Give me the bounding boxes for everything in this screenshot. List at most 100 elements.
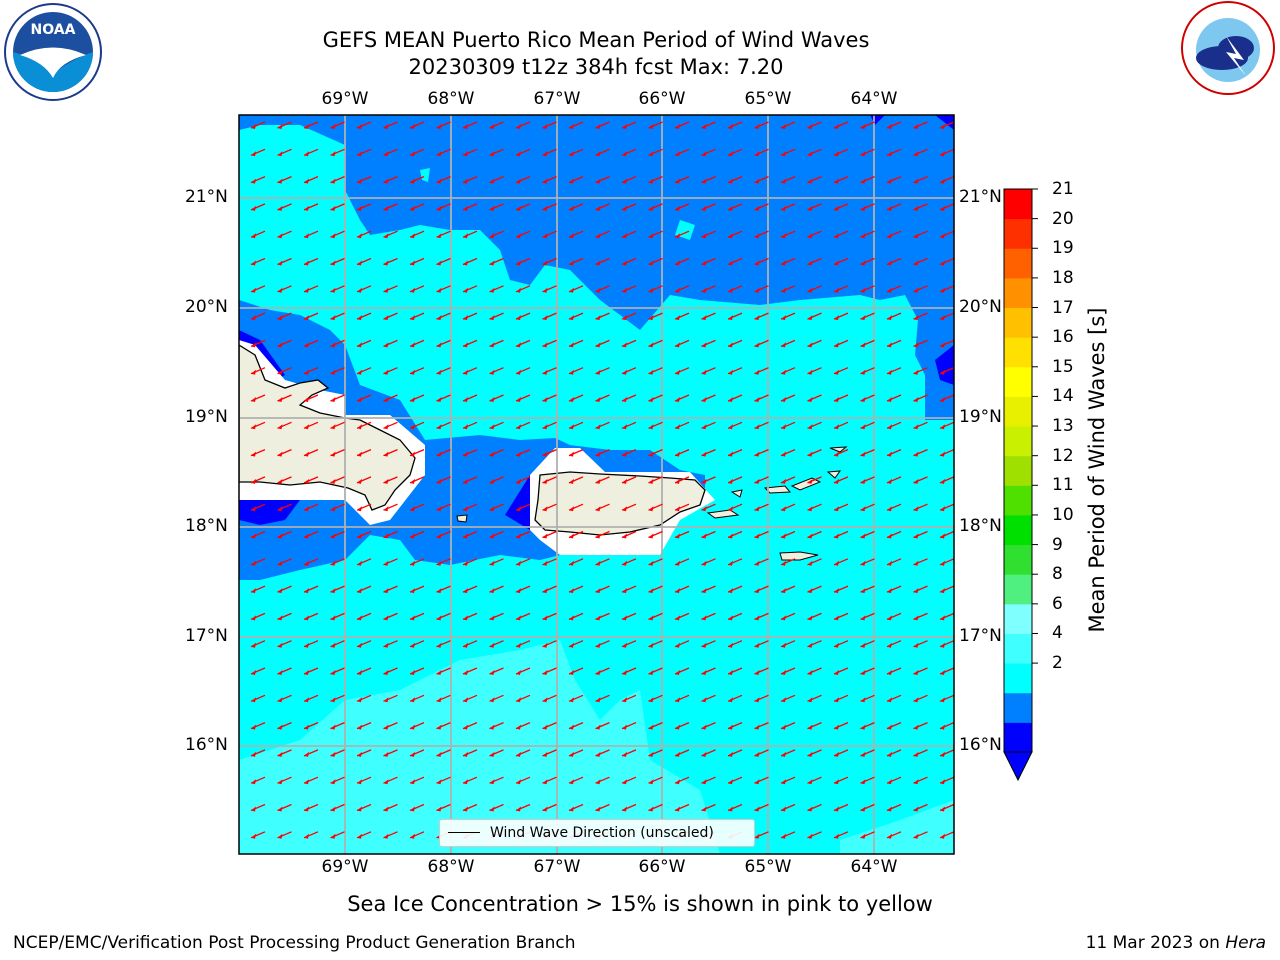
wind-wave-arrowhead [330, 506, 336, 512]
colorbar-tick-label: 8 [1052, 564, 1063, 585]
wind-wave-arrowhead [357, 424, 362, 430]
wind-wave-arrowhead [383, 451, 389, 457]
wind-wave-arrowhead [251, 751, 256, 757]
wind-wave-arrowhead [542, 670, 548, 675]
wind-wave-arrowhead [887, 315, 892, 321]
wind-wave-arrowhead [277, 233, 283, 239]
wind-wave-arrowhead [569, 178, 574, 184]
wind-wave-arrowhead [595, 533, 601, 539]
wind-wave-arrowhead [648, 697, 654, 703]
wind-wave-arrowhead [807, 806, 813, 812]
wind-wave-arrowhead [701, 670, 707, 675]
wind-wave-arrowhead [410, 178, 415, 184]
wind-wave-arrowhead [542, 560, 548, 566]
wind-wave-arrowhead [834, 533, 839, 539]
wind-wave-arrowhead [569, 342, 574, 348]
wind-wave-arrowhead [940, 424, 945, 430]
wind-wave-arrowhead [834, 751, 839, 757]
wind-wave-arrowhead [807, 397, 813, 402]
wind-wave-arrowhead [913, 260, 919, 266]
wind-wave-arrowhead [781, 233, 786, 239]
wind-wave-arrowhead [251, 833, 256, 839]
wind-wave-arrowhead [304, 724, 309, 730]
wind-wave-arrowhead [834, 833, 839, 839]
wind-wave-arrowhead [489, 806, 495, 812]
colorbar-segment [1004, 277, 1032, 309]
wind-wave-arrowhead [807, 151, 813, 157]
wind-wave-arrowhead [701, 151, 707, 157]
wind-wave-arrowhead [940, 642, 945, 648]
wind-wave-arrowhead [834, 478, 839, 484]
wind-wave-arrowhead [489, 588, 495, 594]
colorbar-segment [1004, 307, 1032, 338]
wind-wave-arrowhead [489, 751, 495, 757]
wind-wave-arrowhead [463, 342, 468, 348]
wind-wave-arrowhead [595, 478, 601, 484]
lon-label-top-66w: 66°W [638, 89, 686, 109]
wind-wave-arrowhead [781, 806, 786, 812]
wind-wave-arrowhead [304, 424, 309, 430]
wind-wave-arrowhead [251, 560, 256, 566]
wind-wave-arrowhead [304, 833, 309, 839]
wind-wave-arrowhead [542, 178, 548, 184]
wind-wave-arrowhead [251, 315, 256, 321]
wind-wave-arrowhead [754, 451, 760, 457]
wind-wave-arrowhead [781, 833, 786, 839]
wind-wave-arrowhead [569, 642, 574, 648]
land-st-croix [779, 551, 819, 561]
wind-wave-arrowhead [463, 506, 468, 512]
wind-wave-arrowhead [463, 260, 468, 266]
wind-wave-arrowhead [277, 615, 283, 621]
lat-label-right-21n: 21°N [959, 187, 1002, 207]
noaa-logo-text: NOAA [31, 22, 76, 38]
wind-wave-arrowhead [754, 724, 760, 730]
wind-wave-arrowhead [781, 178, 786, 184]
wind-wave-arrowhead [701, 233, 707, 239]
lon-label-top-65w: 65°W [744, 89, 792, 109]
wind-wave-arrowhead [330, 588, 336, 594]
wind-wave-arrowhead [330, 233, 336, 239]
wind-wave-arrowhead [860, 260, 866, 266]
wind-wave-arrowhead [410, 588, 415, 594]
wind-wave-arrowhead [251, 124, 256, 129]
wind-wave-arrowhead [913, 615, 919, 621]
wind-wave-arrowhead [754, 751, 760, 757]
wind-wave-arrowhead [542, 287, 548, 293]
wind-wave-arrowhead [807, 205, 813, 211]
wind-wave-arrowhead [648, 724, 654, 730]
wind-wave-arrowhead [277, 506, 283, 512]
wind-wave-arrowhead [436, 151, 442, 157]
wind-wave-arrowhead [330, 751, 336, 757]
wind-wave-arrowhead [251, 588, 256, 594]
wind-wave-arrowhead [860, 560, 866, 566]
wind-wave-arrowhead [860, 205, 866, 211]
wind-wave-arrowhead [357, 124, 362, 129]
wind-wave-arrowhead [463, 424, 468, 430]
wind-wave-arrowhead [728, 779, 733, 785]
colorbar-segment [1004, 189, 1032, 220]
wind-wave-arrowhead [887, 588, 892, 594]
wind-wave-arrowhead [728, 451, 733, 457]
wind-wave-arrowhead [410, 533, 415, 539]
wind-wave-arrowhead [410, 124, 415, 129]
wind-wave-arrowhead [410, 151, 415, 157]
wind-wave-arrowhead [304, 151, 309, 157]
wind-wave-arrowhead [887, 233, 892, 239]
wind-wave-arrowhead [940, 342, 945, 348]
wind-wave-arrowhead [648, 533, 654, 539]
wind-wave-arrowhead [648, 342, 654, 348]
wind-wave-arrowhead [304, 260, 309, 266]
land-vieques [706, 509, 740, 519]
wind-wave-arrowhead [781, 397, 786, 402]
wind-wave-arrowhead [277, 342, 283, 348]
lat-label-left-19n: 19°N [185, 407, 228, 427]
wind-wave-arrowhead [357, 642, 362, 648]
wind-wave-arrowhead [463, 751, 468, 757]
wind-wave-arrowhead [728, 806, 733, 812]
wind-wave-arrowhead [251, 451, 256, 457]
wind-wave-arrowhead [648, 260, 654, 266]
wind-wave-arrowhead [569, 724, 574, 730]
wind-wave-arrowhead [701, 615, 707, 621]
wind-wave-arrowhead [834, 315, 839, 321]
